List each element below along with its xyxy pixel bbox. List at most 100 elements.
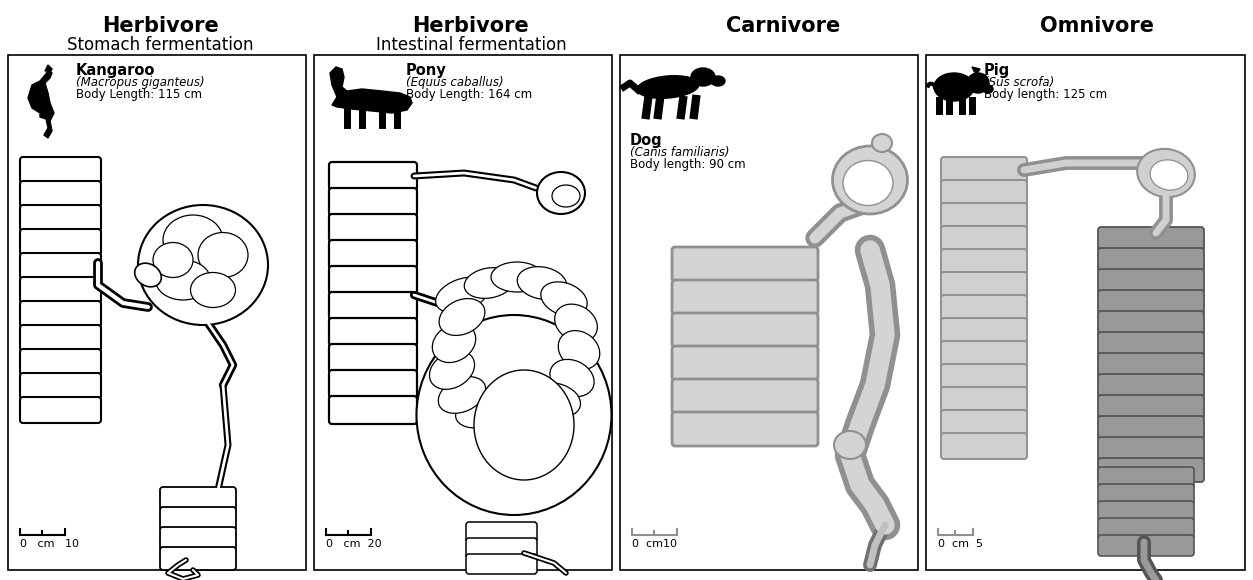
Bar xyxy=(8,55,306,570)
Ellipse shape xyxy=(517,267,566,299)
FancyBboxPatch shape xyxy=(1098,484,1194,505)
Ellipse shape xyxy=(153,242,193,277)
FancyBboxPatch shape xyxy=(672,313,818,347)
Ellipse shape xyxy=(832,146,907,214)
Ellipse shape xyxy=(933,73,974,101)
Ellipse shape xyxy=(637,76,699,98)
FancyBboxPatch shape xyxy=(20,277,101,303)
FancyBboxPatch shape xyxy=(1098,227,1204,251)
Ellipse shape xyxy=(436,277,489,313)
Text: Carnivore: Carnivore xyxy=(725,16,840,36)
FancyBboxPatch shape xyxy=(330,266,417,294)
FancyBboxPatch shape xyxy=(1098,248,1204,272)
Ellipse shape xyxy=(432,324,476,362)
Ellipse shape xyxy=(553,185,580,207)
FancyBboxPatch shape xyxy=(20,349,101,375)
Ellipse shape xyxy=(506,397,561,429)
FancyBboxPatch shape xyxy=(20,157,101,183)
FancyBboxPatch shape xyxy=(672,280,818,314)
FancyBboxPatch shape xyxy=(20,325,101,351)
FancyBboxPatch shape xyxy=(941,180,1027,206)
Ellipse shape xyxy=(439,376,486,414)
FancyBboxPatch shape xyxy=(1098,374,1204,398)
Text: (Macropus giganteus): (Macropus giganteus) xyxy=(76,76,204,89)
FancyBboxPatch shape xyxy=(20,397,101,423)
Text: 0  cm10: 0 cm10 xyxy=(632,539,677,549)
Ellipse shape xyxy=(538,172,585,214)
Text: Herbivore: Herbivore xyxy=(412,16,529,36)
Ellipse shape xyxy=(1138,149,1195,197)
Ellipse shape xyxy=(198,233,248,277)
Text: Kangaroo: Kangaroo xyxy=(76,63,155,78)
FancyBboxPatch shape xyxy=(20,181,101,207)
Ellipse shape xyxy=(531,383,580,417)
FancyBboxPatch shape xyxy=(330,396,417,424)
Ellipse shape xyxy=(155,260,211,300)
FancyBboxPatch shape xyxy=(1098,518,1194,539)
FancyBboxPatch shape xyxy=(941,364,1027,390)
Text: Body length: 125 cm: Body length: 125 cm xyxy=(984,88,1108,101)
FancyBboxPatch shape xyxy=(20,205,101,231)
Polygon shape xyxy=(45,65,53,73)
FancyBboxPatch shape xyxy=(20,229,101,255)
FancyBboxPatch shape xyxy=(160,487,236,510)
Bar xyxy=(620,55,918,570)
FancyBboxPatch shape xyxy=(160,507,236,530)
Ellipse shape xyxy=(491,262,543,292)
Bar xyxy=(315,55,611,570)
FancyBboxPatch shape xyxy=(330,344,417,372)
FancyBboxPatch shape xyxy=(466,538,538,558)
FancyBboxPatch shape xyxy=(941,249,1027,275)
Ellipse shape xyxy=(555,304,598,342)
Ellipse shape xyxy=(550,360,594,397)
FancyBboxPatch shape xyxy=(1098,269,1204,293)
Ellipse shape xyxy=(710,76,725,86)
FancyBboxPatch shape xyxy=(672,346,818,380)
FancyBboxPatch shape xyxy=(941,410,1027,436)
FancyBboxPatch shape xyxy=(941,272,1027,298)
Polygon shape xyxy=(332,89,412,113)
FancyBboxPatch shape xyxy=(672,379,818,413)
Text: Intestinal fermentation: Intestinal fermentation xyxy=(376,36,566,54)
FancyBboxPatch shape xyxy=(941,341,1027,367)
Ellipse shape xyxy=(967,73,989,93)
FancyBboxPatch shape xyxy=(330,318,417,346)
Ellipse shape xyxy=(1150,160,1188,190)
FancyBboxPatch shape xyxy=(20,253,101,279)
Ellipse shape xyxy=(480,401,538,433)
Ellipse shape xyxy=(138,205,268,325)
FancyBboxPatch shape xyxy=(160,527,236,550)
FancyBboxPatch shape xyxy=(20,373,101,399)
Ellipse shape xyxy=(690,68,715,86)
FancyBboxPatch shape xyxy=(941,318,1027,344)
FancyBboxPatch shape xyxy=(1098,501,1194,522)
FancyBboxPatch shape xyxy=(1098,332,1204,356)
FancyBboxPatch shape xyxy=(672,247,818,281)
Ellipse shape xyxy=(134,263,162,287)
FancyBboxPatch shape xyxy=(1098,467,1194,488)
FancyBboxPatch shape xyxy=(160,547,236,570)
FancyBboxPatch shape xyxy=(1098,395,1204,419)
FancyBboxPatch shape xyxy=(330,214,417,242)
Ellipse shape xyxy=(439,299,485,335)
FancyBboxPatch shape xyxy=(1098,535,1194,556)
FancyBboxPatch shape xyxy=(672,412,818,446)
FancyBboxPatch shape xyxy=(1098,458,1204,482)
Text: (Canis familiaris): (Canis familiaris) xyxy=(630,146,729,159)
FancyBboxPatch shape xyxy=(330,162,417,190)
FancyBboxPatch shape xyxy=(330,292,417,320)
Polygon shape xyxy=(28,71,54,138)
Ellipse shape xyxy=(416,315,611,515)
Text: (Equus caballus): (Equus caballus) xyxy=(406,76,504,89)
FancyBboxPatch shape xyxy=(941,433,1027,459)
Text: 0  cm  5: 0 cm 5 xyxy=(938,539,984,549)
Text: Body length: 90 cm: Body length: 90 cm xyxy=(630,158,746,171)
FancyBboxPatch shape xyxy=(1098,290,1204,314)
FancyBboxPatch shape xyxy=(330,240,417,268)
Ellipse shape xyxy=(163,215,223,265)
FancyBboxPatch shape xyxy=(1098,311,1204,335)
Text: Herbivore: Herbivore xyxy=(101,16,218,36)
FancyBboxPatch shape xyxy=(1098,437,1204,461)
FancyBboxPatch shape xyxy=(330,370,417,398)
FancyBboxPatch shape xyxy=(1098,353,1204,377)
